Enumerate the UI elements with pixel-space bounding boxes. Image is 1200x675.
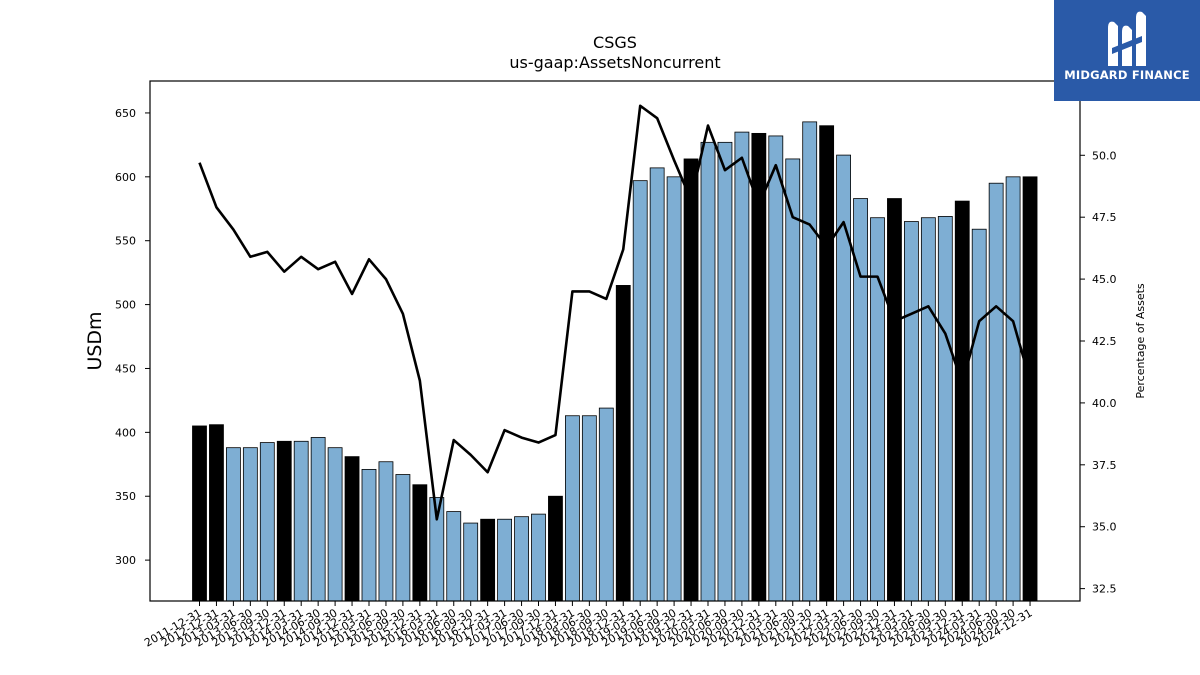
bar-2014-06-30	[310, 437, 326, 602]
bar-2013-03-31	[225, 447, 241, 602]
bar-2015-06-30	[378, 461, 394, 602]
bar-2017-06-30	[514, 516, 529, 602]
y-tick-label: 300	[115, 554, 136, 567]
y2-tick-label: 32.5	[1092, 583, 1117, 596]
chart-title: CSGS	[593, 33, 637, 52]
bar-2015-12-31	[412, 484, 428, 602]
bar-2013-12-31	[276, 440, 292, 602]
logo-text: MIDGARD FINANCE	[1064, 68, 1190, 82]
y2-tick-label: 35.0	[1092, 521, 1117, 534]
bar-2012-12-31	[209, 424, 224, 602]
bar-2021-09-30	[802, 121, 818, 602]
bar-2016-09-30	[463, 522, 479, 602]
y-tick-label: 600	[115, 171, 136, 184]
bar-2018-03-31	[565, 415, 580, 602]
bar-2015-09-30	[395, 474, 411, 602]
bar-2019-12-31	[683, 158, 699, 602]
bar-2016-12-31	[480, 518, 496, 602]
bar-2017-09-30	[531, 513, 546, 602]
line-layer	[198, 104, 1032, 521]
y-tick-label: 550	[115, 235, 136, 248]
bar-2014-09-30	[327, 447, 343, 602]
y-axis-left: 300 350 400 450 500 550 600 650	[115, 107, 150, 567]
bar-2022-12-31	[887, 198, 902, 602]
bar-2020-06-30	[717, 141, 733, 602]
y-axis-right: 32.5 35.0 37.5 40.0 42.5 45.0 47.5 50.0	[1080, 149, 1117, 596]
y-tick-label: 650	[115, 107, 136, 120]
bars-layer	[192, 121, 1038, 602]
x-axis: 2011-12-312012-12-312013-03-312013-06-30…	[142, 601, 1035, 650]
bar-2018-06-30	[581, 415, 597, 602]
bar-2019-09-30	[666, 176, 682, 602]
y-tick-label: 350	[115, 490, 136, 503]
y2-tick-label: 50.0	[1092, 149, 1117, 162]
bar-2013-09-30	[259, 442, 275, 602]
bar-2024-09-30	[1005, 176, 1021, 602]
bar-2021-03-31	[768, 135, 784, 602]
bar-2023-03-31	[904, 221, 919, 602]
bar-2018-12-31	[615, 285, 631, 602]
bar-2023-06-30	[920, 217, 936, 602]
bar-2024-03-31	[971, 228, 987, 602]
bar-2024-06-30	[988, 182, 1004, 602]
midgard-logo-icon	[1108, 11, 1146, 67]
bar-2023-12-31	[954, 200, 970, 602]
y2-tick-label: 47.5	[1092, 211, 1117, 224]
bar-2017-12-31	[548, 495, 563, 602]
y-axis-label-right: Percentage of Assets	[1134, 283, 1147, 399]
brand-logo: MIDGARD FINANCE	[1054, 0, 1200, 101]
y-tick-label: 450	[115, 362, 136, 375]
bar-2021-12-31	[819, 125, 835, 602]
bar-2020-09-30	[734, 131, 750, 602]
y2-tick-label: 42.5	[1092, 335, 1117, 348]
bar-2018-09-30	[598, 407, 614, 602]
y-tick-label: 400	[115, 426, 136, 439]
bar-2015-03-31	[361, 468, 377, 602]
bar-2022-09-30	[870, 217, 885, 602]
y-tick-label: 500	[115, 299, 136, 312]
y-axis-label-left: USDm	[84, 311, 106, 370]
bar-2021-06-30	[785, 158, 801, 602]
percentage-line	[198, 104, 1032, 521]
bar-2019-06-30	[649, 167, 665, 602]
y2-tick-label: 40.0	[1092, 397, 1117, 410]
bar-2014-12-31	[344, 456, 360, 602]
bar-2013-06-30	[242, 447, 258, 602]
bar-2023-09-30	[937, 216, 953, 602]
bar-2019-03-31	[632, 180, 648, 602]
bar-2020-03-31	[700, 141, 716, 602]
y2-tick-label: 45.0	[1092, 273, 1117, 286]
bar-2011-12-31	[192, 425, 207, 602]
y2-tick-label: 37.5	[1092, 459, 1117, 472]
bar-2017-03-31	[497, 518, 513, 602]
bar-2016-06-30	[446, 511, 462, 602]
bar-2014-03-31	[293, 440, 309, 602]
chart-subtitle: us-gaap:AssetsNoncurrent	[509, 53, 720, 72]
bar-2024-12-31	[1022, 176, 1038, 602]
